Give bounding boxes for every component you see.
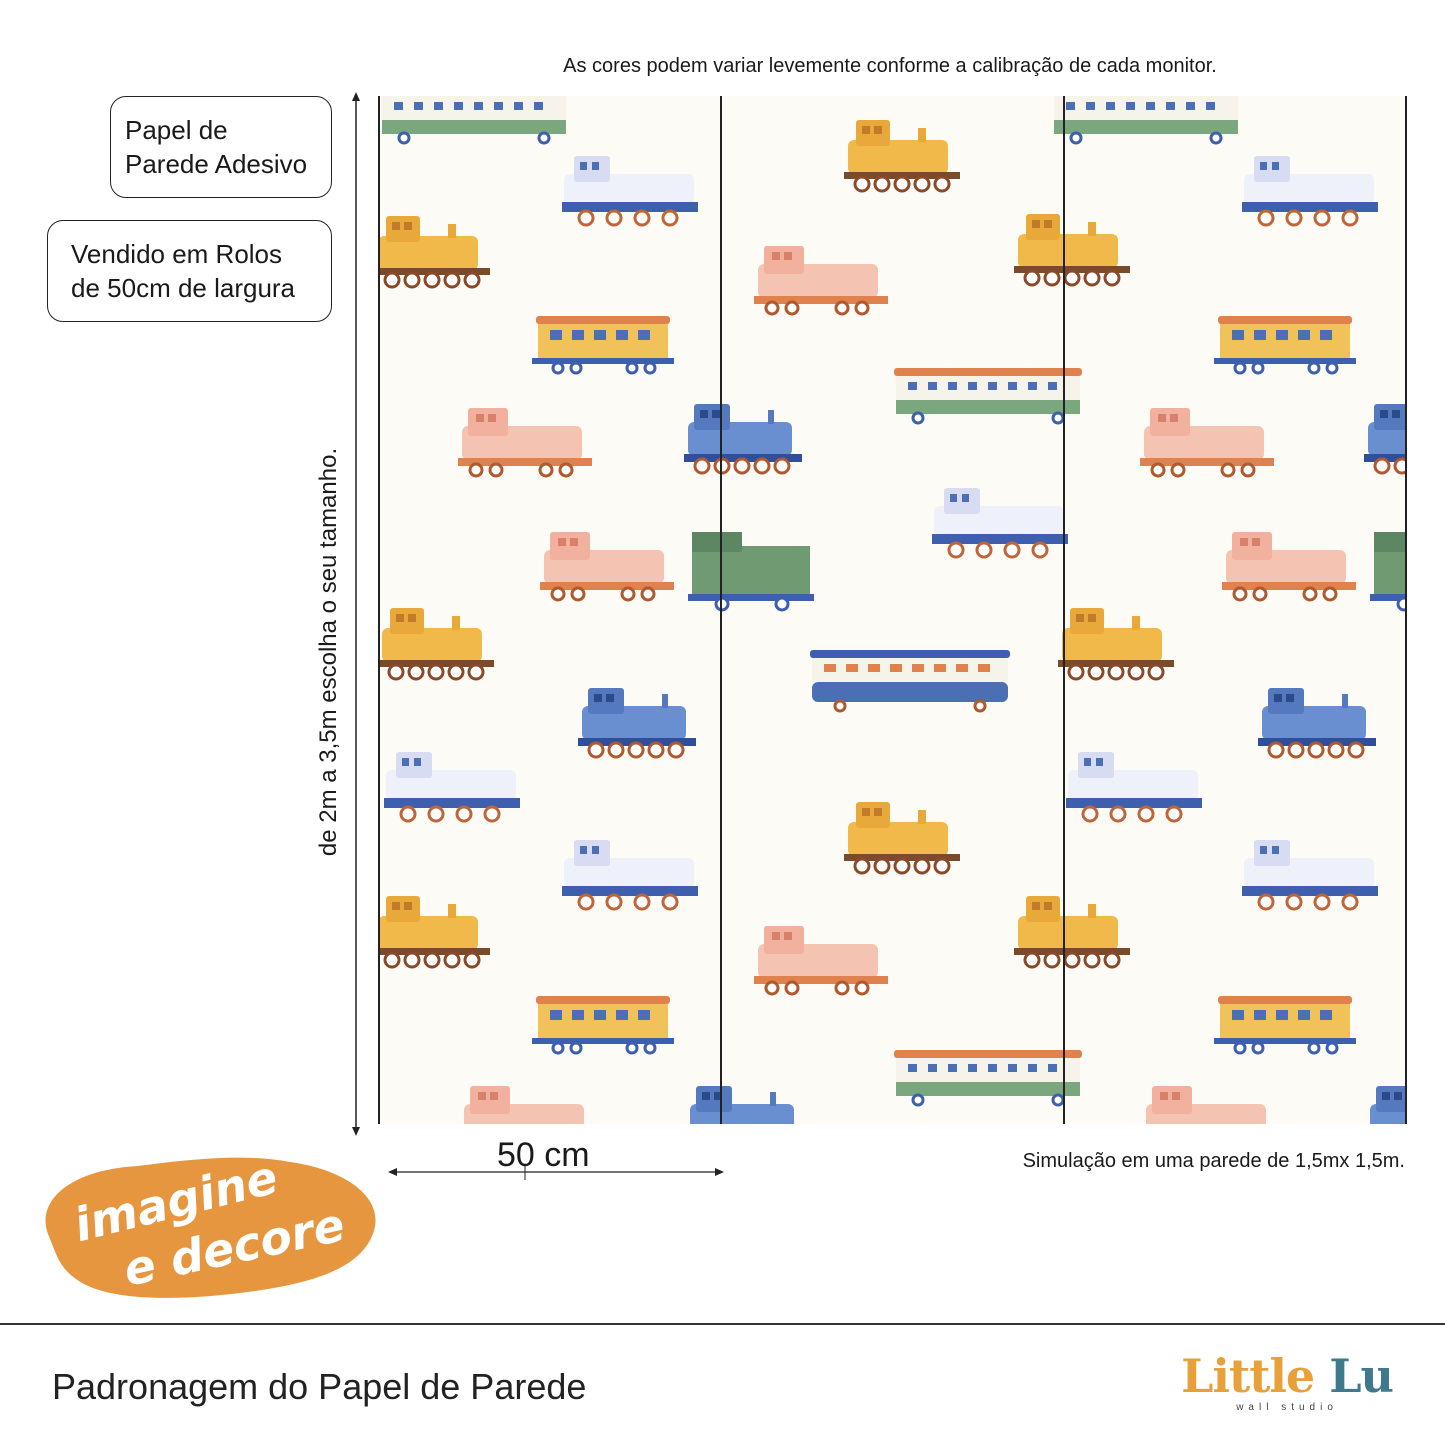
logo-blob <box>45 1157 376 1298</box>
width-arrow <box>388 1164 724 1180</box>
brand-subtitle: wall studio <box>1236 1402 1338 1413</box>
roll-line-1: Vendido em Rolos <box>71 239 283 269</box>
brand-name-part-2: Lu <box>1329 1349 1394 1403</box>
roll-line-2: de 50cm de largura <box>71 273 296 303</box>
adhesive-wallpaper-box: Papel de Parede Adesivo <box>110 96 332 198</box>
brand-name: Little Lu <box>1181 1349 1394 1403</box>
simulation-note: Simulação em uma parede de 1,5mx 1,5m. <box>1022 1150 1405 1172</box>
imagine-e-decore-logo: imagine e decore <box>28 1150 380 1302</box>
roll-width-box: Vendido em Rolos de 50cm de largura <box>47 220 332 322</box>
train-pattern <box>378 96 1407 1124</box>
brand-name-part-1: Little <box>1181 1349 1315 1403</box>
footer-divider <box>0 1323 1445 1325</box>
pattern-title: Padronagem do Papel de Parede <box>52 1366 587 1407</box>
adhesive-line-2: Parede Adesivo <box>125 149 308 179</box>
little-lu-logo: Little Lu wall studio <box>1181 1349 1394 1413</box>
roll-seam-1 <box>720 96 722 1124</box>
roll-seam-2 <box>1063 96 1065 1124</box>
wallpaper-simulation <box>378 96 1407 1124</box>
panel-edge-left <box>378 96 380 1124</box>
panel-edge-right <box>1405 96 1407 1124</box>
adhesive-line-1: Papel de <box>125 115 228 145</box>
width-label: 50 cm <box>497 1136 590 1174</box>
color-disclaimer: As cores podem variar levemente conforme… <box>563 55 1217 77</box>
height-label: de 2m a 3,5m escolha o seu tamanho. <box>315 447 342 857</box>
height-arrow <box>352 92 360 1136</box>
